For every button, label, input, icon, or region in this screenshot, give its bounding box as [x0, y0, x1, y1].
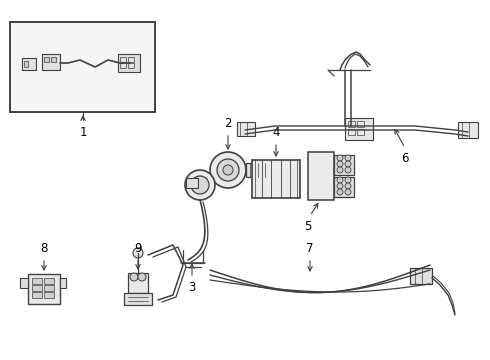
Bar: [32, 285, 42, 291]
Bar: [348, 121, 355, 127]
Bar: [334, 155, 354, 175]
Circle shape: [345, 183, 351, 189]
Bar: [42, 54, 60, 70]
Circle shape: [185, 170, 215, 200]
Bar: [458, 122, 478, 138]
Bar: [186, 178, 198, 188]
Bar: [28, 274, 60, 304]
Bar: [10, 22, 155, 112]
Circle shape: [133, 248, 143, 258]
Circle shape: [345, 155, 351, 161]
Bar: [120, 57, 126, 62]
Bar: [32, 278, 42, 284]
Bar: [124, 293, 152, 305]
Circle shape: [337, 177, 343, 183]
Bar: [118, 54, 140, 72]
Circle shape: [337, 183, 343, 189]
Bar: [44, 57, 49, 62]
Text: 9: 9: [134, 242, 142, 255]
Text: 7: 7: [306, 242, 314, 255]
Bar: [348, 129, 355, 135]
Circle shape: [138, 273, 146, 281]
Bar: [32, 292, 42, 298]
Bar: [44, 278, 54, 284]
Bar: [51, 57, 56, 62]
Text: 8: 8: [40, 242, 48, 255]
Text: 6: 6: [401, 152, 409, 165]
Bar: [44, 285, 54, 291]
Bar: [120, 63, 126, 68]
Bar: [334, 177, 354, 197]
Circle shape: [345, 189, 351, 195]
Circle shape: [345, 167, 351, 173]
Circle shape: [345, 161, 351, 167]
Bar: [345, 118, 373, 140]
Bar: [308, 152, 334, 200]
Bar: [237, 122, 255, 136]
Circle shape: [130, 273, 138, 281]
Bar: [60, 278, 66, 288]
Bar: [410, 268, 432, 284]
Bar: [246, 163, 268, 177]
Circle shape: [191, 176, 209, 194]
Bar: [20, 278, 28, 288]
Bar: [128, 57, 134, 62]
Text: 3: 3: [188, 281, 196, 294]
Text: 5: 5: [304, 220, 312, 233]
Bar: [128, 273, 148, 293]
Text: 2: 2: [224, 117, 232, 130]
Circle shape: [337, 167, 343, 173]
Circle shape: [337, 189, 343, 195]
Bar: [128, 63, 134, 68]
Bar: [252, 160, 300, 198]
Circle shape: [223, 165, 233, 175]
Circle shape: [345, 177, 351, 183]
Bar: [24, 61, 28, 67]
Bar: [44, 292, 54, 298]
Bar: [357, 121, 364, 127]
Bar: [22, 58, 36, 70]
Text: 1: 1: [79, 126, 87, 139]
Circle shape: [210, 152, 246, 188]
Circle shape: [337, 155, 343, 161]
Circle shape: [217, 159, 239, 181]
Text: 4: 4: [272, 126, 280, 139]
Circle shape: [337, 161, 343, 167]
Bar: [357, 129, 364, 135]
